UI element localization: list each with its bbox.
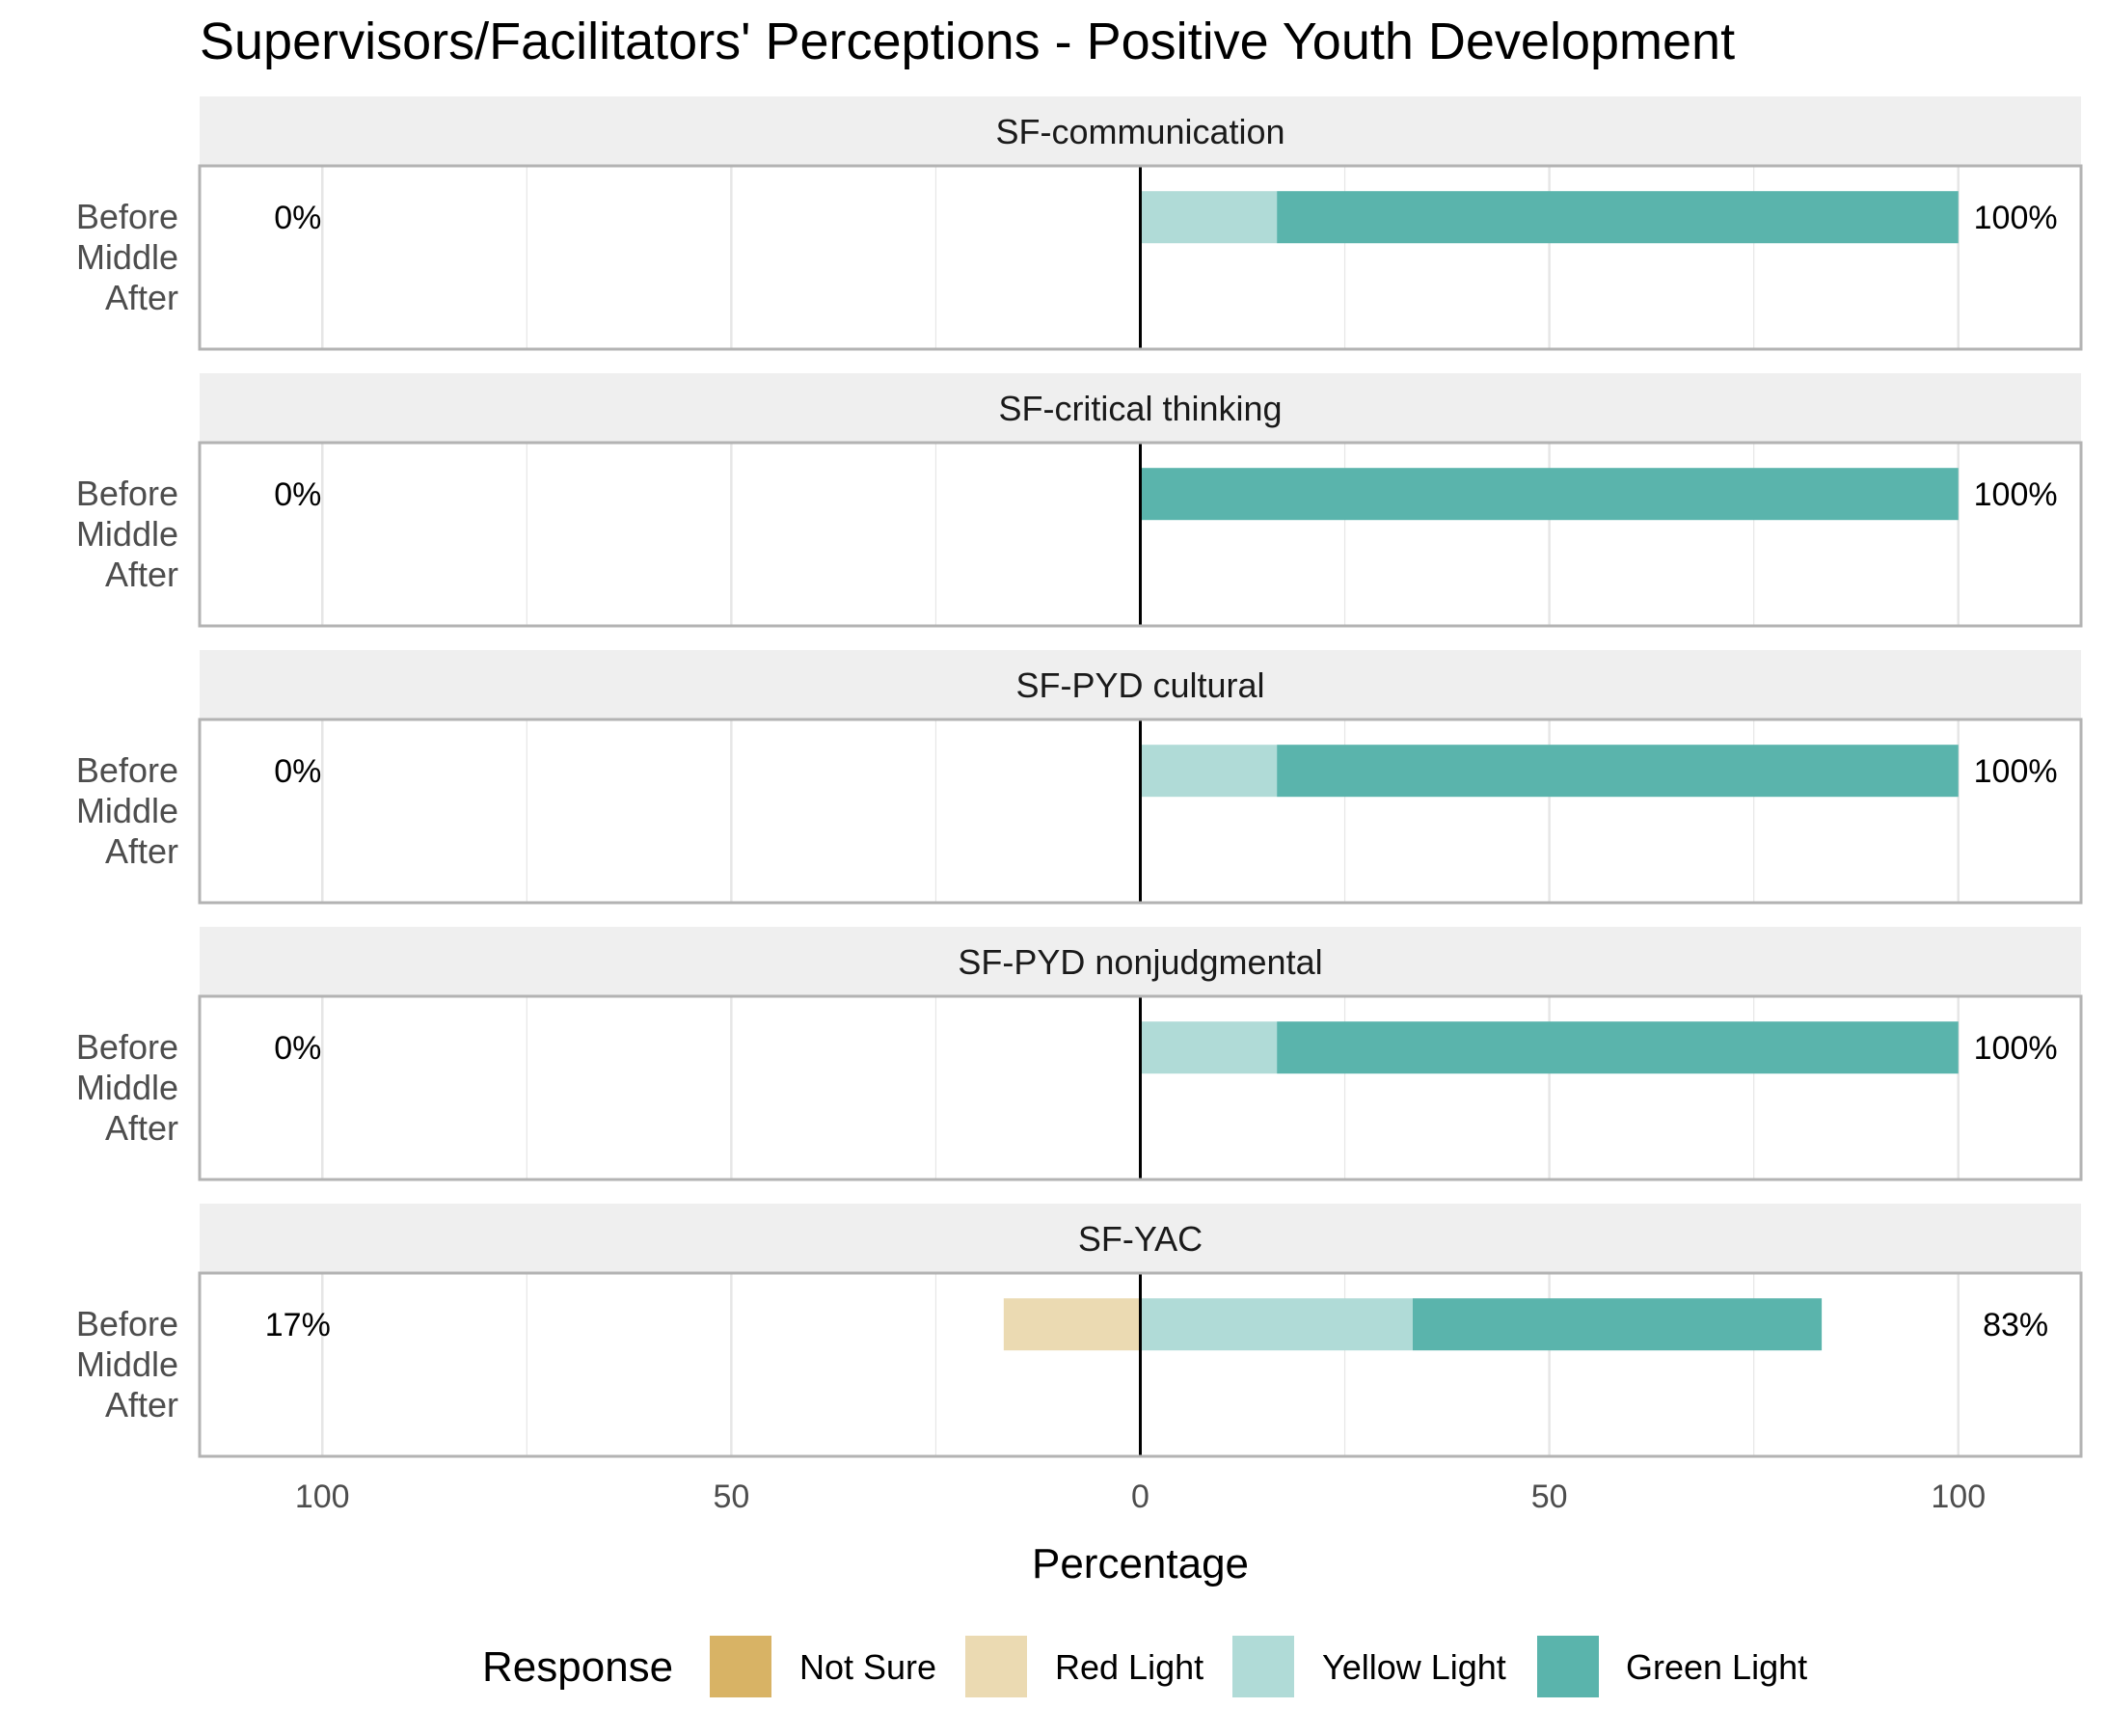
bar-segment — [1412, 1298, 1823, 1351]
legend-key — [708, 1634, 773, 1699]
row-label: Before — [76, 197, 178, 236]
right-percent-label: 100% — [1974, 753, 2058, 790]
facet-strip — [200, 96, 2081, 166]
row-label: After — [105, 555, 178, 594]
legend: Response Not Sure Red Light Yellow Light Gre… — [482, 1634, 1807, 1699]
legend-label: Green Light — [1626, 1647, 1807, 1687]
x-tick-label: 50 — [713, 1478, 749, 1515]
facet-strip — [200, 373, 2081, 443]
left-percent-label: 0% — [274, 476, 321, 513]
row-label: After — [105, 278, 178, 317]
facet-strip-label: SF-communication — [995, 112, 1284, 151]
right-percent-label: 100% — [1974, 1030, 2058, 1067]
legend-label: Not Sure — [799, 1647, 936, 1687]
bar-segment — [1140, 745, 1278, 798]
panel-border — [198, 718, 2083, 905]
row-label: Before — [76, 474, 178, 513]
bar-segment — [1277, 1021, 1959, 1074]
bar-segment — [1140, 191, 1278, 244]
row-label: After — [105, 831, 178, 871]
legend-key — [963, 1634, 1029, 1699]
panel-border — [198, 441, 2083, 628]
left-percent-label: 0% — [274, 1030, 321, 1067]
facet-strip — [200, 650, 2081, 719]
panel-border — [198, 1271, 2083, 1458]
left-percent-label: 0% — [274, 753, 321, 790]
bar-segment — [1140, 1298, 1413, 1351]
x-tick-label: 0 — [1131, 1478, 1149, 1515]
bar-segment — [1003, 1298, 1141, 1351]
chart-title: Supervisors/Facilitators' Perceptions - … — [200, 13, 1735, 70]
row-label: Before — [76, 1304, 178, 1343]
row-label: Middle — [76, 791, 178, 830]
legend-key — [1535, 1634, 1601, 1699]
row-label: Middle — [76, 1344, 178, 1384]
x-tick-label: 100 — [295, 1478, 350, 1515]
right-percent-label: 100% — [1974, 476, 2058, 513]
right-percent-label: 83% — [1983, 1307, 2048, 1343]
facet-strip-label: SF-PYD cultural — [1015, 665, 1264, 705]
x-tick-label: 50 — [1531, 1478, 1568, 1515]
legend-label: Yellow Light — [1322, 1647, 1506, 1687]
row-label: Middle — [76, 1068, 178, 1107]
bar-segment — [1277, 745, 1959, 798]
legend-title: Response — [482, 1643, 673, 1691]
x-tick-label: 100 — [1931, 1478, 1986, 1515]
row-label: After — [105, 1385, 178, 1424]
bar-segment — [1140, 468, 1959, 521]
row-label: Before — [76, 1027, 178, 1067]
x-axis-title: Percentage — [1032, 1540, 1249, 1587]
facet-strip — [200, 927, 2081, 996]
legend-label: Red Light — [1055, 1647, 1203, 1687]
row-label: Before — [76, 750, 178, 790]
x-axis: 100 50 0 50 100 — [295, 1478, 1986, 1515]
facet-strip-label: SF-critical thinking — [998, 389, 1282, 428]
row-label: Middle — [76, 237, 178, 277]
panel-border — [198, 164, 2083, 351]
panel-border — [198, 994, 2083, 1181]
left-percent-label: 17% — [265, 1307, 331, 1343]
right-percent-label: 100% — [1974, 200, 2058, 236]
row-label: After — [105, 1108, 178, 1148]
bar-segment — [1277, 191, 1959, 244]
bar-segment — [1140, 1021, 1278, 1074]
legend-key — [1230, 1634, 1296, 1699]
row-label: Middle — [76, 514, 178, 554]
left-percent-label: 0% — [274, 200, 321, 236]
facet-strip-label: SF-YAC — [1078, 1219, 1203, 1259]
facet-strip — [200, 1204, 2081, 1273]
facet-strip-label: SF-PYD nonjudgmental — [958, 942, 1322, 982]
